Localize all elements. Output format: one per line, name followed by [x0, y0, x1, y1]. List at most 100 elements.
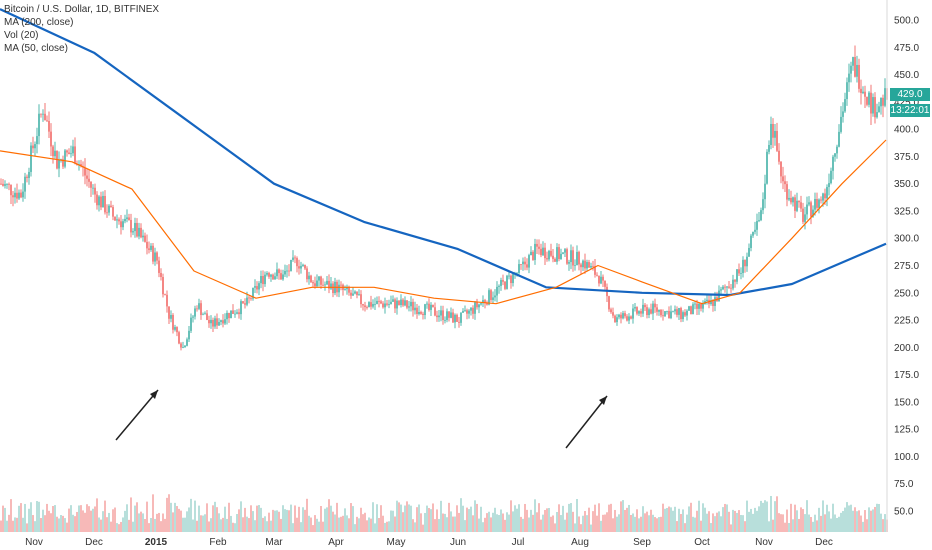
volume-bar [272, 509, 274, 532]
candle-body [580, 264, 582, 268]
candle-body [488, 290, 490, 305]
candle-body [116, 219, 118, 221]
candle-body [294, 257, 296, 259]
candle-body [714, 297, 716, 306]
volume-bar [96, 498, 98, 532]
x-tick-label: Feb [209, 537, 227, 548]
volume-bar [634, 516, 636, 532]
volume-bar [248, 518, 250, 532]
volume-bar [122, 517, 124, 532]
candle-body [256, 286, 258, 290]
candle-body [208, 319, 210, 324]
volume-bar [752, 513, 754, 532]
candle-body [684, 312, 686, 316]
candle-body [876, 112, 878, 118]
volume-bar [428, 508, 430, 532]
volume-bar [332, 511, 334, 532]
volume-bar [294, 505, 296, 532]
candle-body [202, 314, 204, 316]
volume-bar [130, 497, 132, 532]
volume-bar [538, 503, 540, 532]
volume-bar [466, 507, 468, 532]
candle-body [782, 176, 784, 182]
candle-body [520, 264, 522, 265]
candle-body [274, 276, 276, 280]
volume-bar [464, 520, 466, 532]
volume-bar [250, 505, 252, 532]
candle-body [848, 73, 850, 83]
candle-body [614, 315, 616, 323]
volume-bar [160, 521, 162, 532]
candle-body [48, 120, 50, 132]
volume-bar [126, 504, 128, 532]
candle-body [296, 258, 298, 267]
candle-body [74, 146, 76, 164]
candle-body [666, 310, 668, 312]
x-tick-label: 2015 [145, 537, 168, 548]
candle-body [838, 131, 840, 147]
candle-body [44, 113, 46, 121]
candle-body [852, 57, 854, 66]
volume-bar [704, 507, 706, 532]
candle-body [680, 308, 682, 320]
candle-body [456, 314, 458, 322]
volume-bar [562, 505, 564, 532]
candle-body [620, 314, 622, 319]
volume-bar [768, 521, 770, 532]
candle-body [218, 321, 220, 326]
candle-body [826, 187, 828, 199]
candle-body [404, 300, 406, 306]
volume-bar [666, 507, 668, 532]
volume-bar [834, 514, 836, 532]
volume-bar [234, 523, 236, 532]
candle-body [226, 312, 228, 320]
candle-body [616, 317, 618, 323]
volume-bar [774, 501, 776, 532]
y-tick-label: 400.0 [894, 125, 919, 136]
candle-body [772, 123, 774, 138]
candle-body [134, 222, 136, 232]
candle-body [878, 106, 880, 113]
volume-bar [878, 503, 880, 532]
volume-bar [120, 521, 122, 532]
candle-body [504, 281, 506, 289]
volume-bar [702, 503, 704, 532]
volume-bar [802, 509, 804, 532]
volume-bar [754, 507, 756, 532]
volume-bar [772, 519, 774, 532]
candle-body [84, 167, 86, 176]
candle-body [268, 273, 270, 277]
candle-body [350, 292, 352, 296]
candle-body [66, 150, 68, 153]
volume-bar [596, 515, 598, 532]
volume-bar [534, 499, 536, 532]
candle-body [130, 219, 132, 233]
candle-body [290, 259, 292, 271]
volume-bar [46, 503, 48, 532]
volume-bar [386, 521, 388, 532]
volume-bar [870, 510, 872, 532]
candle-body [820, 199, 822, 201]
volume-bar [366, 520, 368, 532]
annotation-arrowhead-2 [599, 396, 607, 405]
volume-bar [472, 515, 474, 532]
volume-bar [326, 507, 328, 532]
candle-body [564, 249, 566, 253]
candle-body [160, 272, 162, 277]
candle-body [804, 214, 806, 222]
volume-bar [558, 504, 560, 532]
volume-bar [510, 500, 512, 532]
volume-bar [342, 515, 344, 532]
volume-bar [796, 510, 798, 532]
volume-bar [794, 504, 796, 532]
candle-body [356, 291, 358, 296]
volume-bar [488, 511, 490, 532]
volume-bar [104, 500, 106, 532]
y-tick-label: 350.0 [894, 179, 919, 190]
candle-body [442, 310, 444, 321]
volume-bar [68, 508, 70, 532]
candle-body [802, 208, 804, 222]
volume-bar [820, 515, 822, 532]
candle-body [378, 300, 380, 302]
